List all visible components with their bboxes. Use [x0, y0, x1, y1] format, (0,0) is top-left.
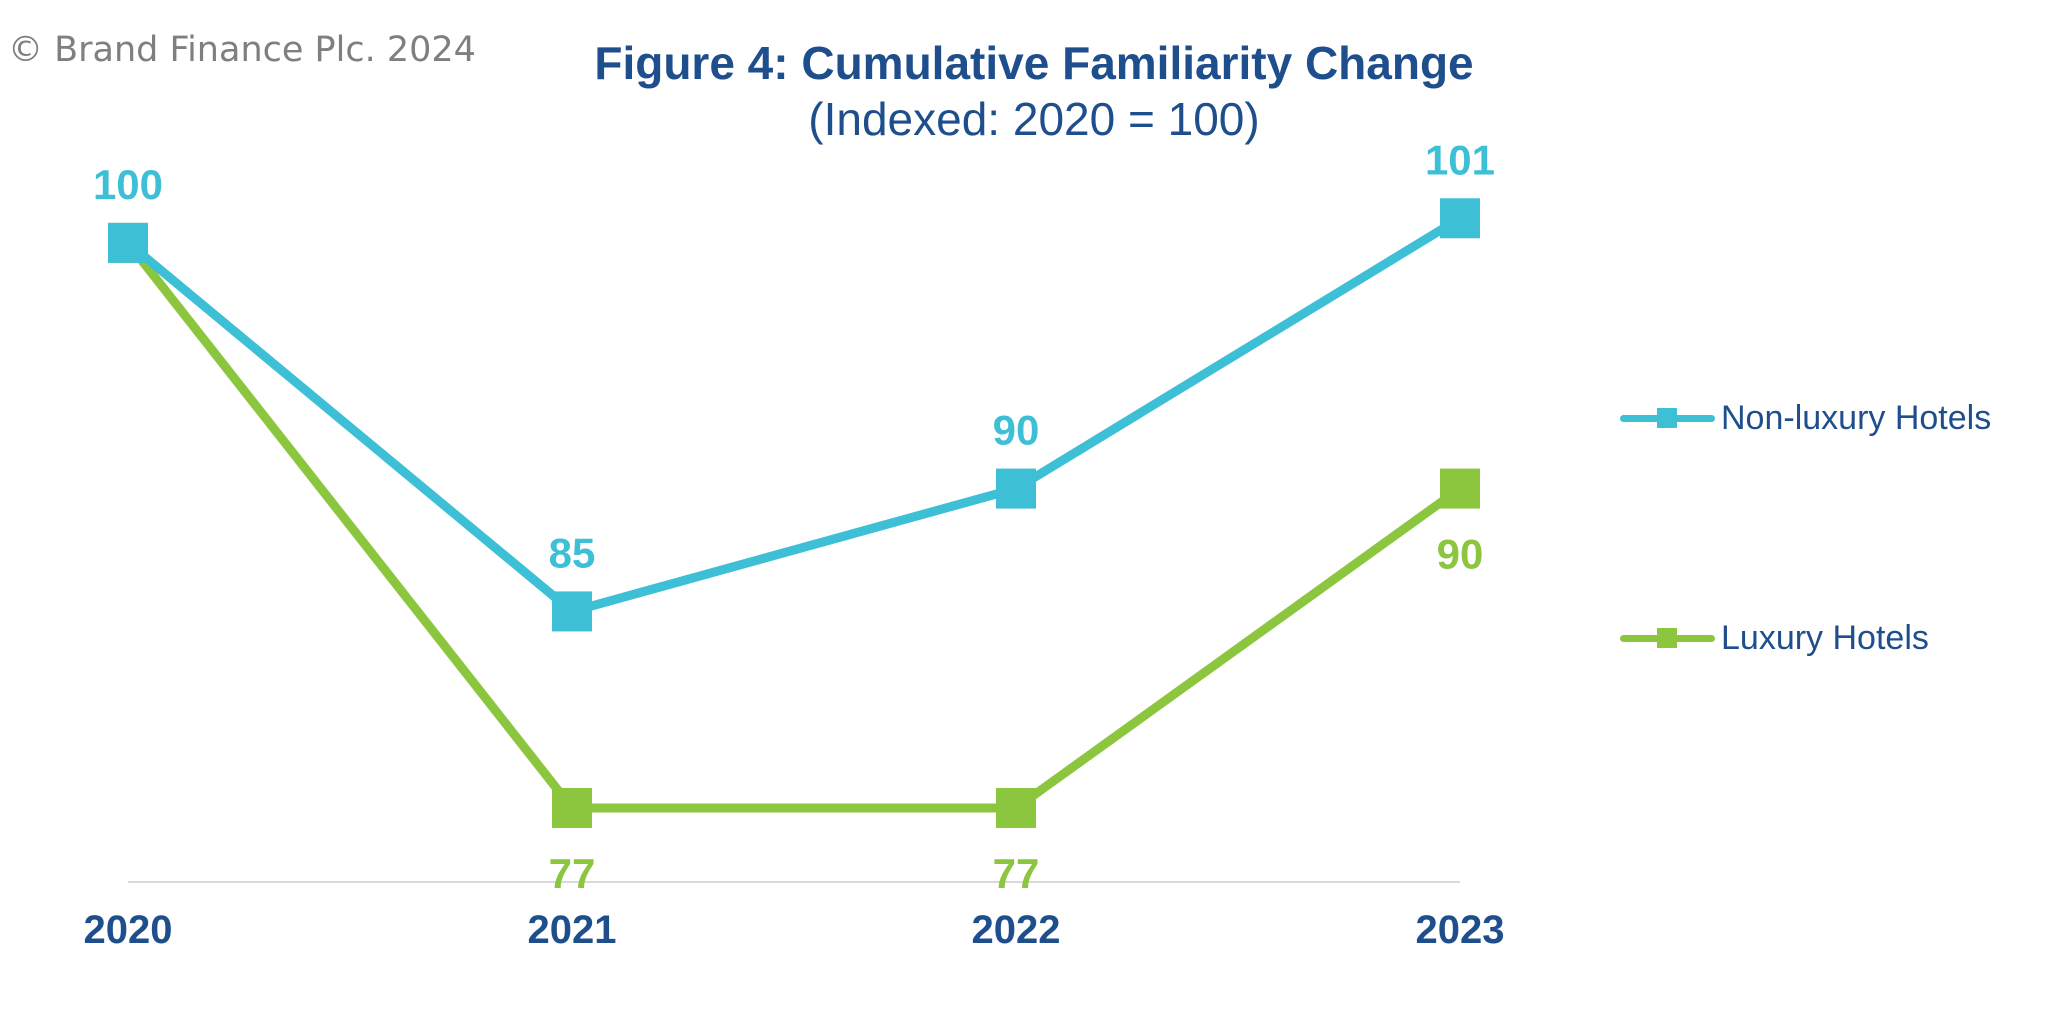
data-label-luxury-hotels-2022: 77 — [993, 850, 1040, 897]
chart-title: Figure 4: Cumulative Familiarity Change — [594, 37, 1474, 89]
data-point-luxury-hotels-2022 — [996, 788, 1036, 828]
legend-label-luxury: Luxury Hotels — [1721, 618, 1929, 657]
data-point-luxury-hotels-2021 — [552, 788, 592, 828]
x-tick-label-2020: 2020 — [84, 908, 173, 952]
legend-swatch-non-luxury — [1620, 398, 1715, 438]
x-tick-label-2023: 2023 — [1416, 908, 1505, 952]
data-label-non-luxury-hotels-2021: 85 — [549, 529, 596, 576]
data-label-luxury-hotels-2021: 77 — [549, 850, 596, 897]
data-label-non-luxury-hotels-2020: 100 — [93, 161, 163, 208]
legend-marker-luxury — [1657, 628, 1677, 648]
copyright-notice: © Brand Finance Plc. 2024 — [8, 30, 476, 70]
data-point-non-luxury-hotels-2022 — [996, 468, 1036, 509]
data-label-non-luxury-hotels-2023: 101 — [1425, 136, 1495, 183]
legend-marker-non-luxury — [1657, 408, 1677, 428]
x-tick-label-2022: 2022 — [972, 908, 1061, 952]
legend-item-non-luxury: Non-luxury Hotels — [1620, 398, 1991, 438]
chart-subtitle: (Indexed: 2020 = 100) — [808, 93, 1260, 145]
data-point-non-luxury-hotels-2021 — [552, 591, 592, 632]
series-line-non-luxury-hotels — [123, 213, 1465, 616]
data-point-non-luxury-hotels-2020 — [108, 222, 148, 263]
legend-swatch-luxury — [1620, 618, 1715, 658]
series-line-luxury-hotels — [123, 238, 1465, 813]
legend-label-non-luxury: Non-luxury Hotels — [1721, 398, 1992, 437]
data-label-luxury-hotels-2023: 90 — [1437, 531, 1484, 578]
data-label-non-luxury-hotels-2022: 90 — [993, 407, 1040, 454]
data-point-luxury-hotels-2023 — [1440, 468, 1480, 509]
legend-item-luxury: Luxury Hotels — [1620, 618, 1929, 658]
x-tick-label-2021: 2021 — [528, 908, 617, 952]
data-point-non-luxury-hotels-2023 — [1440, 198, 1480, 239]
